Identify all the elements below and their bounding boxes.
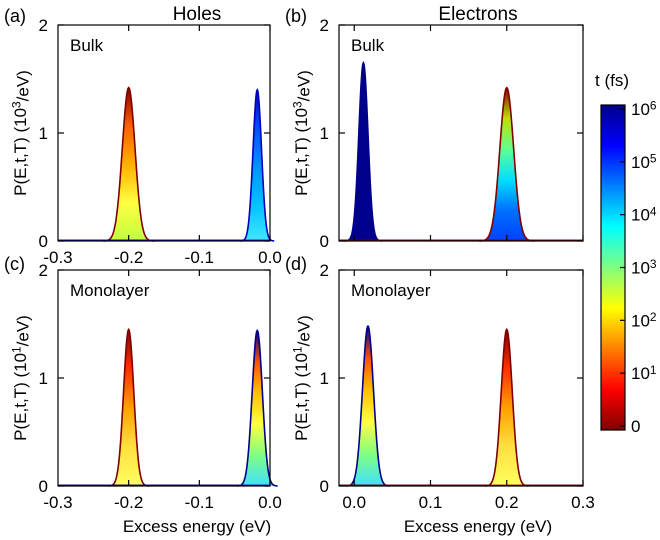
panel-d: 0 1 2 0.0 0.1 0.2 0.3 Monolayer P(E,t,T) (101/eV… xyxy=(291,261,595,512)
panel-b-label: Bulk xyxy=(351,36,385,55)
panel-c-xtick-label: -0.3 xyxy=(43,493,72,512)
panel-b-peak-2-edge xyxy=(479,86,535,242)
panel-d-peak-2 xyxy=(484,329,529,486)
panel-b-ytick-label: 1 xyxy=(320,124,329,143)
panel-c-peak-1 xyxy=(108,329,150,486)
panel-d-label: Monolayer xyxy=(351,281,431,300)
panel-d-ytick-label: 2 xyxy=(320,261,329,280)
panel-c-peak-2-edge xyxy=(236,329,278,487)
panel-c: 0 1 2 -0.3 -0.2 -0.1 0.0 Monolayer P(E,t,T) (101… xyxy=(10,261,282,512)
colorbar-title: t (fs) xyxy=(595,71,629,90)
panel-b-peak-1-edge xyxy=(345,61,382,242)
panel-a: 0 1 2 -0.3 -0.2 -0.1 0.0 Bulk P(E,t,T) (103/eV) xyxy=(10,16,282,267)
panel-a-xtick-label: -0.1 xyxy=(185,248,214,267)
panel-d-xtick-label: 0.2 xyxy=(495,493,519,512)
col-title-electrons: Electrons xyxy=(438,4,517,25)
col-title-holes: Holes xyxy=(173,4,222,25)
panel-d-xtick-label: 0.3 xyxy=(571,493,595,512)
panel-b: 0 1 2 Bulk P(E,t,T) (103/eV) xyxy=(291,16,584,251)
panel-d-ytick-label: 0 xyxy=(320,477,329,496)
panel-a-xtick-label: -0.3 xyxy=(43,248,72,267)
panel-d-peak-1-edge xyxy=(345,324,390,487)
panel-d-ytick-label: 1 xyxy=(320,369,329,388)
colorbar-tick-label: 105 xyxy=(631,151,657,171)
panel-c-ytick-label: 2 xyxy=(39,261,48,280)
panel-a-peak-1 xyxy=(103,87,155,241)
panel-a-frame xyxy=(57,24,271,242)
panel-a-peak-2-edge xyxy=(240,88,275,242)
panel-c-peak-2 xyxy=(236,330,278,486)
colorbar-tick-label: 101 xyxy=(631,363,657,383)
panel-b-frame xyxy=(338,24,584,242)
panel-c-frame xyxy=(57,269,271,487)
panel-a-xtick-label: -0.2 xyxy=(114,248,143,267)
panel-c-xtick-label: -0.1 xyxy=(185,493,214,512)
panel-b-ytick-label: 0 xyxy=(320,232,329,251)
panel-c-ylabel: P(E,t,T) (101/eV) xyxy=(10,315,33,441)
colorbar-tick-label: 106 xyxy=(631,99,657,119)
panel-a-ytick-label: 2 xyxy=(39,16,48,35)
colorbar: 106 105 104 103 102 101 0 xyxy=(600,99,657,436)
colorbar-tick-label: 104 xyxy=(631,204,657,224)
panel-letter-c: (c) xyxy=(4,254,25,274)
panel-a-ylabel: P(E,t,T) (103/eV) xyxy=(10,70,33,196)
panel-letter-b: (b) xyxy=(285,6,307,26)
panel-d-peak-1 xyxy=(346,326,390,486)
panel-b-peak-1 xyxy=(345,62,382,241)
panel-a-peak-2 xyxy=(240,89,275,241)
panel-c-xtick-label: -0.2 xyxy=(114,493,143,512)
panel-a-ytick-label: 0 xyxy=(39,232,48,251)
xlabel-right: Excess energy (eV) xyxy=(404,517,552,536)
panel-c-ytick-label: 1 xyxy=(39,369,48,388)
panel-a-ytick-label: 1 xyxy=(39,124,48,143)
panel-d-ylabel: P(E,t,T) (101/eV) xyxy=(291,315,314,441)
panel-c-ytick-label: 0 xyxy=(39,477,48,496)
panel-c-xtick-label: 0.0 xyxy=(258,493,282,512)
panel-a-xtick-label: 0.0 xyxy=(258,248,282,267)
panel-a-label: Bulk xyxy=(70,36,104,55)
colorbar-tick-label: 102 xyxy=(631,310,657,330)
panel-d-xtick-label: 0.0 xyxy=(342,493,366,512)
panel-b-ylabel: P(E,t,T) (103/eV) xyxy=(291,70,314,196)
panel-d-peak-2-edge xyxy=(484,328,529,487)
colorbar-tick-label: 103 xyxy=(631,257,657,277)
panel-a-peak-1-edge xyxy=(103,86,155,242)
panel-letter-a: (a) xyxy=(4,6,26,26)
panel-c-peak-1-edge xyxy=(108,327,150,487)
colorbar-tick-label: 0 xyxy=(631,417,640,436)
xlabel-left: Excess energy (eV) xyxy=(123,517,271,536)
panel-d-xtick-label: 0.1 xyxy=(419,493,443,512)
panel-c-label: Monolayer xyxy=(70,281,150,300)
panel-b-peak-2 xyxy=(479,87,535,241)
panel-letter-d: (d) xyxy=(285,254,307,274)
panel-b-ytick-label: 2 xyxy=(320,16,329,35)
